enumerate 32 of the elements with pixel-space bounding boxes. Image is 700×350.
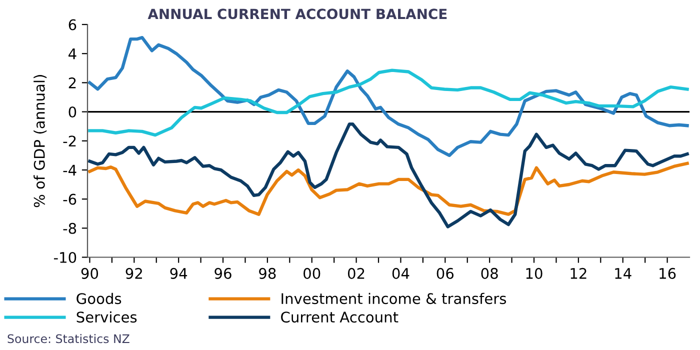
x-tick-label: 92 <box>126 268 142 279</box>
x-tick-label: 16 <box>660 268 676 279</box>
x-tick-label: 98 <box>259 268 276 279</box>
y-tick-label: -2 <box>63 136 76 146</box>
y-tick-label: -8 <box>63 222 76 234</box>
y-tick-label: -10 <box>54 252 76 263</box>
x-tick-label: 94 <box>170 268 188 279</box>
y-axis-title: % of GDP (annual) <box>34 75 47 208</box>
y-tick-label: 0 <box>68 106 76 118</box>
legend-label: Goods <box>76 292 122 304</box>
x-tick-label: 96 <box>214 268 232 279</box>
y-tick-label: 6 <box>68 19 76 30</box>
x-tick-label: 02 <box>348 268 364 279</box>
legend-label: Current Account <box>281 312 398 323</box>
x-tick-label: 10 <box>526 268 542 279</box>
y-tick-label: -4 <box>63 164 76 176</box>
line-series <box>88 162 689 216</box>
legend-label: Services <box>76 311 137 323</box>
y-tick-label: 2 <box>68 77 76 88</box>
x-tick-label: 12 <box>570 268 586 279</box>
x-tick-label: 90 <box>81 268 98 279</box>
x-tick-label: 14 <box>615 268 632 279</box>
x-tick-label: 06 <box>436 268 454 279</box>
y-tick-label: 4 <box>68 48 76 60</box>
legend-label: Investment income & transfers <box>282 292 506 304</box>
chart-title: ANNUAL CURRENT ACCOUNT BALANCE <box>148 8 447 20</box>
x-tick-label: 04 <box>392 268 410 279</box>
y-tick-label: -6 <box>63 194 76 205</box>
line-series <box>88 122 689 228</box>
x-tick-label: 08 <box>481 268 498 279</box>
x-tick-label: 00 <box>304 268 320 279</box>
source-note: Source: Statistics NZ <box>8 334 130 344</box>
